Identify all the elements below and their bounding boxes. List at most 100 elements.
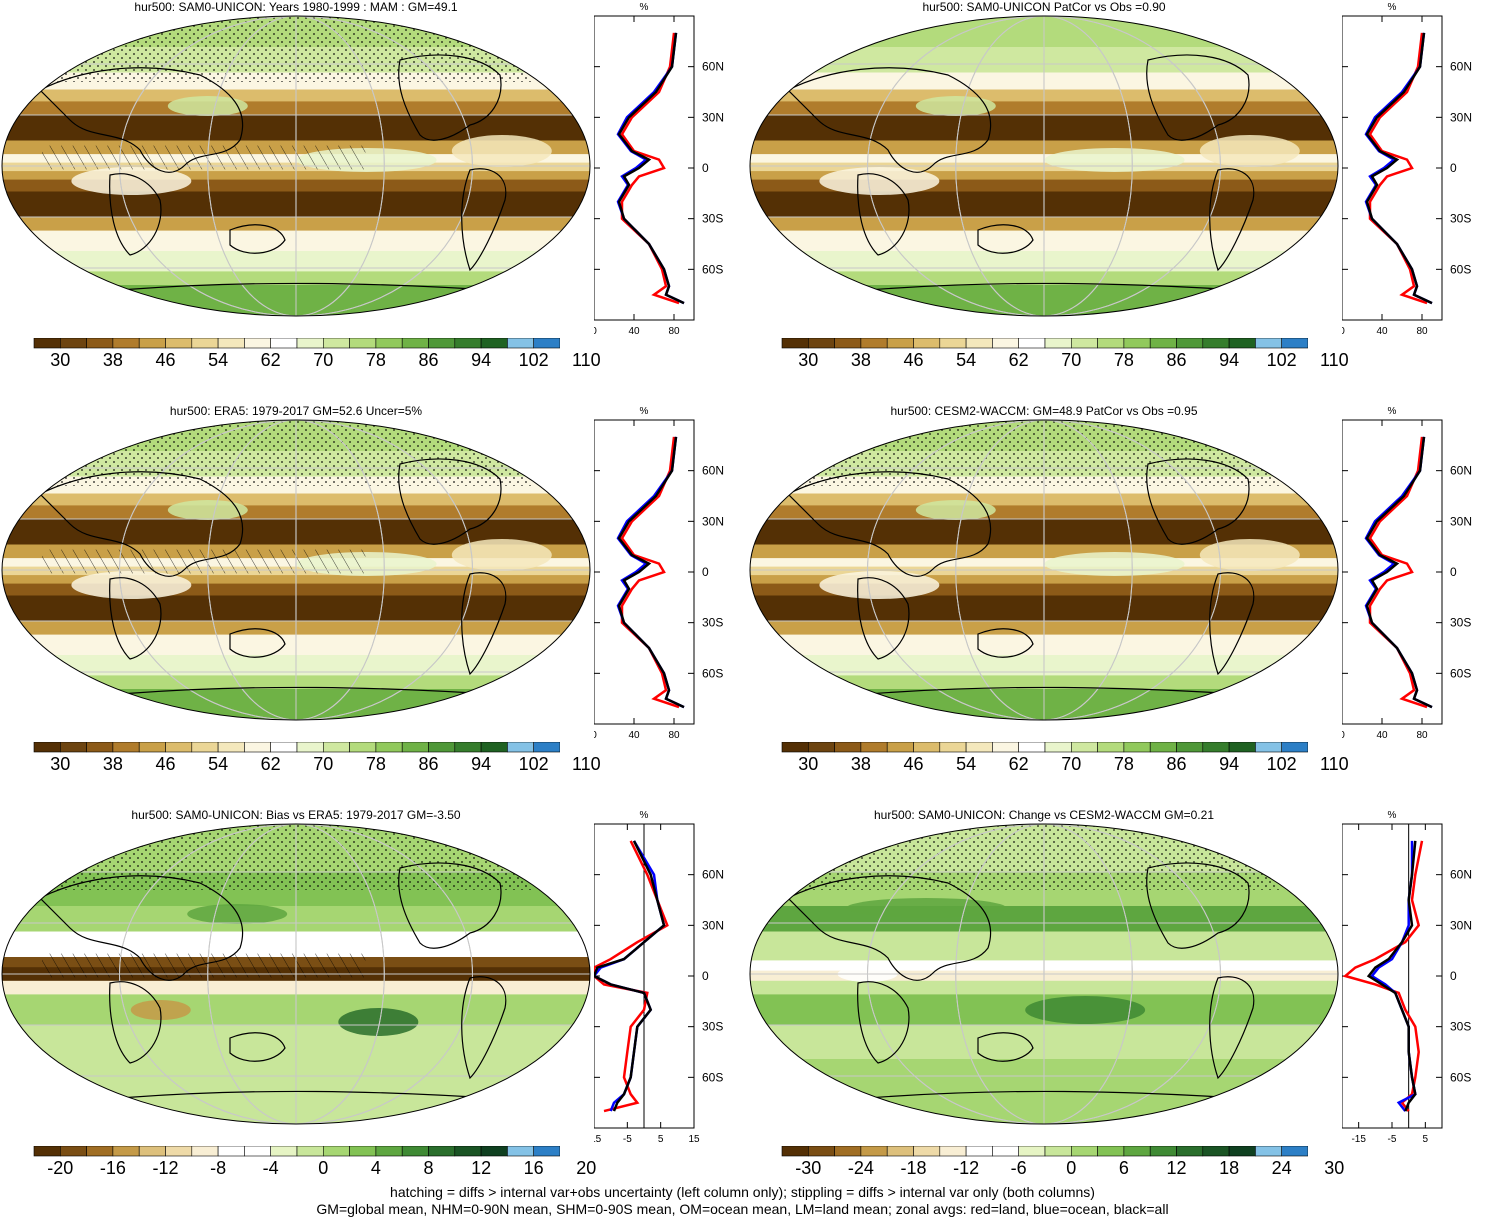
colorbar-swatch	[375, 338, 403, 349]
regional-feature	[451, 135, 552, 167]
colorbar-tick-label: 94	[1219, 754, 1240, 774]
colorbar-tick-label: 54	[956, 350, 977, 370]
colorbar-tick-label: 78	[1113, 754, 1134, 774]
latitude-tick-label: 60S	[1450, 262, 1471, 276]
colorbar-swatch	[86, 1146, 114, 1157]
regional-feature	[338, 1008, 419, 1036]
colorbar-swatch	[296, 1146, 324, 1157]
colorbar-swatch	[401, 338, 429, 349]
graticule	[2, 420, 590, 720]
coastlines	[786, 54, 1269, 293]
coastlines	[38, 458, 521, 697]
colorbar-swatch	[965, 1146, 993, 1157]
regional-feature	[1025, 996, 1146, 1024]
colorbar-swatch	[1281, 742, 1308, 753]
coastline	[977, 1032, 1034, 1062]
colorbar-swatch	[965, 742, 993, 753]
colorbar-tick-label: 20	[576, 1158, 597, 1178]
colorbar-swatch	[59, 1146, 87, 1157]
global-map	[1, 15, 591, 317]
colorbar-tick-label: 70	[313, 754, 334, 774]
colorbar-swatch	[1097, 1146, 1125, 1157]
colorbar-swatch	[138, 1146, 166, 1157]
colorbar-swatch	[165, 338, 193, 349]
colorbar-tick-label: 38	[850, 350, 871, 370]
stippling-region	[750, 824, 1280, 890]
colorbar-swatch	[913, 338, 941, 349]
colorbar-swatch	[1018, 338, 1046, 349]
coastline	[786, 67, 992, 173]
panel-model-climatology: hur500: SAM0-UNICON: Years 1980-1999 : M…	[0, 0, 740, 400]
zonal-all-curve	[617, 436, 685, 709]
coastline	[867, 1090, 1269, 1101]
colorbar-swatch	[886, 742, 914, 753]
colorbar-tick-label: 78	[365, 754, 386, 774]
colorbar-tick-label: 86	[418, 350, 439, 370]
colorbar-swatch	[834, 1146, 862, 1157]
latitude-tick-label: 30N	[1450, 918, 1472, 932]
colorbar-tick-label: 18	[1219, 1158, 1240, 1178]
colorbar-swatch	[33, 1146, 61, 1157]
colorbar-tick-label: 102	[518, 754, 549, 774]
colorbar-tick-label: 30	[1324, 1158, 1345, 1178]
colorbar-swatch	[1097, 742, 1125, 753]
colorbar-swatch	[375, 742, 403, 753]
coastline	[867, 686, 1269, 697]
colorbar-tick-label: 38	[102, 350, 123, 370]
hatching-region	[42, 145, 366, 170]
colorbar-tick-label: -30	[795, 1158, 822, 1178]
latitude-tick-label: 60S	[702, 262, 723, 276]
colorbar-swatch	[834, 338, 862, 349]
colorbar-swatch	[217, 742, 245, 753]
colorbar-swatch	[507, 1146, 534, 1157]
coastline	[229, 628, 286, 658]
footer-note-legend: GM=global mean, NHM=0-90N mean, SHM=0-90…	[316, 1201, 1169, 1217]
stippling-region	[2, 420, 532, 486]
map-title: hur500: CESM2-WACCM: GM=48.9 PatCor vs O…	[890, 404, 1198, 418]
colorbar-swatch	[913, 742, 941, 753]
zonal-unit-label: %	[640, 810, 649, 821]
zonal-land-curve	[594, 840, 669, 1113]
latitude-tick-label: 60N	[1450, 464, 1472, 478]
colorbar-swatch	[454, 742, 482, 753]
zonal-unit-label: %	[640, 2, 649, 13]
regional-feature	[915, 500, 996, 520]
zonal-all-curve	[1365, 436, 1433, 709]
coastline	[857, 173, 910, 256]
colorbar-swatch	[807, 338, 835, 349]
colorbar-swatch	[322, 338, 350, 349]
zonal-x-tick-label: -5	[623, 1134, 632, 1145]
colorbar-swatch	[33, 742, 61, 753]
colorbar-swatch	[59, 742, 87, 753]
zonal-mean-plot: % 60N 30N 0 30S 60S -15 -5 5 15	[594, 810, 724, 1145]
latitude-tick-label: 60S	[702, 1070, 723, 1084]
colorbar-swatch	[1202, 742, 1230, 753]
colorbar-tick-label: 110	[571, 350, 601, 370]
latitude-tick-label: 30N	[702, 514, 724, 528]
hatching-region	[42, 953, 366, 978]
colorbar-swatch	[1070, 1146, 1098, 1157]
regional-feature	[819, 167, 940, 195]
colorbar-swatch	[1176, 338, 1204, 349]
colorbar-swatch	[454, 1146, 482, 1157]
colorbar-swatch	[112, 338, 140, 349]
colorbar-swatch	[507, 338, 534, 349]
coastline	[398, 54, 502, 141]
colorbar-swatch	[1281, 1146, 1308, 1157]
colorbar-swatch	[296, 338, 324, 349]
colorbar-swatch	[165, 742, 193, 753]
colorbar-swatch	[939, 1146, 967, 1157]
latitude-tick-label: 0	[1450, 969, 1457, 983]
zonal-mean-plot: % 60N 30N 0 30S 60S 0 40 80	[594, 406, 724, 741]
colorbar-swatch	[428, 1146, 456, 1157]
colorbar-tick-label: 30	[798, 754, 819, 774]
colorbar-tick-label: -24	[847, 1158, 874, 1178]
coastlines	[38, 862, 521, 1101]
colorbar-tick-label: 30	[50, 754, 71, 774]
zonal-all-curve	[617, 32, 685, 305]
colorbar-tick-label: 0	[1066, 1158, 1077, 1178]
coastline	[857, 981, 910, 1064]
colorbar-labels: -30 -24 -18 -12 -6 0 6 12 18 24 30	[748, 1158, 1348, 1184]
coastline	[38, 875, 244, 981]
coastline	[461, 572, 507, 676]
